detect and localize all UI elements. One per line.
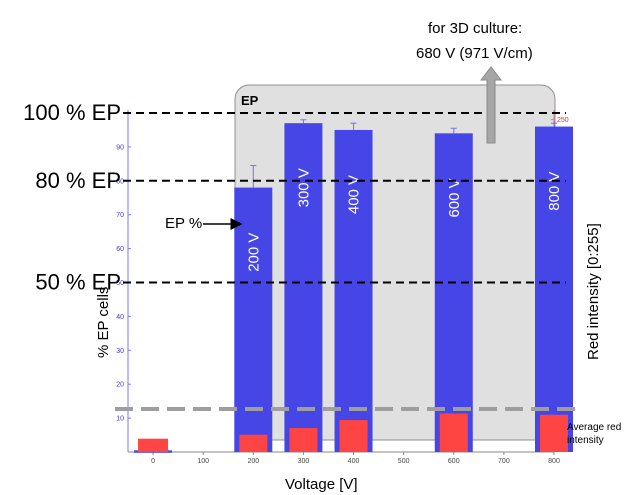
x-tick-label: 500 [398, 458, 410, 465]
y2-axis-title: Red intensity [0:255] [585, 223, 602, 360]
bars: 200 V 300 V 400 V 600 V 800 V [134, 119, 573, 453]
ep-bar-label: 300 V [295, 168, 312, 207]
reference-line-label: 50 % EP [35, 270, 121, 295]
ep-bar [434, 133, 473, 452]
x-tick-label: 400 [348, 458, 360, 465]
x-tick-label: 200 [247, 458, 259, 465]
red-intensity-bar [439, 413, 468, 452]
x-tick-label: 800 [548, 458, 560, 465]
ep-region-label: EP [241, 93, 259, 108]
annotation-line2: 680 V (971 V/cm) [416, 45, 533, 62]
annotation-line1: for 3D culture: [428, 20, 522, 37]
red-intensity-bar [540, 414, 568, 452]
red-intensity-bar [138, 438, 169, 452]
ep-bar-label: 600 V [446, 178, 463, 217]
ep-bar-label: 800 V [546, 172, 563, 211]
x-tick-label: 700 [498, 458, 510, 465]
ep-bar [284, 123, 323, 453]
y-tick-label: 30 [116, 348, 124, 355]
y-tick-label: 40 [116, 314, 124, 321]
x-tick-label: 300 [298, 458, 310, 465]
annotation-up-arrow [479, 66, 503, 144]
y-tick-label: 70 [116, 212, 124, 219]
y-axis-title: % EP cells [95, 287, 112, 358]
reference-line-label: 100 % EP [23, 100, 121, 125]
red-threshold-label-line1: Average red [567, 422, 621, 433]
x-tick-label: 100 [197, 458, 209, 465]
x-axis-ticks: 0 100 200 300 400 500 600 700 800 [151, 452, 560, 465]
y-tick-label: 50 [116, 280, 124, 287]
ep-bar-label: 200 V [245, 233, 262, 272]
reference-lines: 100 % EP 80 % EP 50 % EP [23, 100, 566, 295]
ep-bar-label: 400 V [346, 175, 363, 214]
x-tick-label: 0 [151, 458, 155, 465]
y-tick-label: 20 [116, 382, 124, 389]
y-tick-label: 60 [116, 246, 124, 253]
ep-region [234, 84, 556, 441]
reference-line-label: 80 % EP [35, 168, 121, 193]
y-tick-label: 90 [116, 144, 124, 151]
ep-pointer-label: EP % [165, 215, 202, 232]
x-axis-title: Voltage [V] [285, 476, 358, 493]
ep-bar [234, 187, 273, 452]
x-tick-label: 600 [448, 458, 460, 465]
y-tick-label: 10 [116, 416, 124, 423]
y-tick-label: 80 [116, 178, 124, 185]
y2-tick-label: 250 [557, 117, 569, 124]
red-intensity-bar [239, 434, 268, 452]
ep-bar [334, 129, 373, 452]
red-threshold-label-line2: intensity [567, 435, 604, 446]
red-intensity-bar [339, 420, 368, 452]
red-intensity-bar [289, 428, 318, 452]
